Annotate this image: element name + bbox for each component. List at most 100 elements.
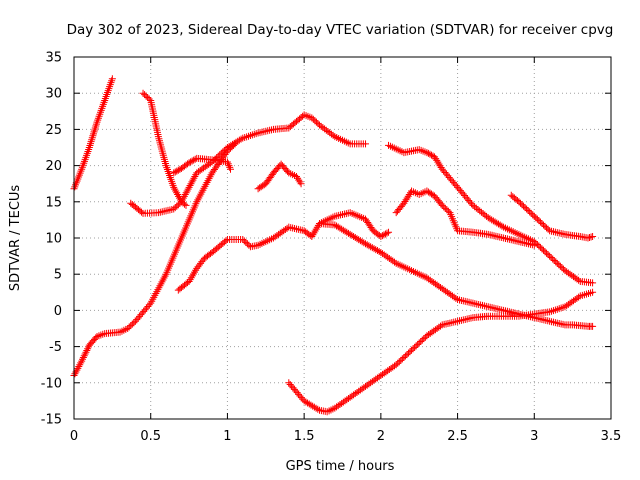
data-point-marker bbox=[433, 156, 441, 164]
data-point-marker bbox=[87, 138, 95, 146]
data-point-marker bbox=[246, 132, 254, 140]
data-point-marker bbox=[530, 212, 538, 220]
data-point-marker bbox=[394, 359, 402, 367]
data-point-marker bbox=[222, 237, 230, 245]
data-point-marker bbox=[224, 160, 232, 168]
data-point-marker bbox=[424, 149, 432, 157]
data-point-marker bbox=[91, 126, 99, 134]
data-point-marker bbox=[420, 335, 428, 343]
data-point-marker bbox=[589, 322, 597, 330]
data-point-marker bbox=[589, 233, 597, 241]
data-point-marker bbox=[518, 201, 526, 209]
data-point-marker bbox=[292, 172, 300, 180]
series-s6 bbox=[174, 209, 393, 294]
data-point-marker bbox=[403, 351, 411, 359]
data-point-marker bbox=[327, 406, 335, 414]
data-point-marker bbox=[550, 256, 558, 264]
data-point-marker bbox=[80, 352, 88, 360]
data-point-marker bbox=[139, 89, 147, 97]
data-point-marker bbox=[189, 176, 197, 184]
data-point-marker bbox=[108, 75, 116, 83]
data-point-marker bbox=[226, 163, 234, 171]
data-point-marker bbox=[427, 151, 435, 159]
data-point-marker bbox=[81, 350, 89, 358]
data-point-marker bbox=[559, 303, 567, 311]
data-point-marker bbox=[441, 204, 449, 212]
y-tick-label: 20 bbox=[45, 159, 62, 174]
y-axis-label: SDTVAR / TECUs bbox=[8, 185, 23, 292]
data-point-marker bbox=[188, 157, 196, 165]
data-point-marker bbox=[90, 128, 98, 136]
data-point-marker bbox=[220, 146, 228, 154]
data-point-marker bbox=[401, 352, 409, 360]
data-point-marker bbox=[552, 258, 560, 266]
y-tick-label: -15 bbox=[41, 413, 62, 428]
data-point-marker bbox=[170, 183, 178, 191]
data-point-marker bbox=[377, 233, 385, 241]
data-point-marker bbox=[297, 180, 305, 188]
series-s4 bbox=[127, 111, 370, 217]
data-point-marker bbox=[226, 165, 234, 173]
data-point-marker bbox=[79, 354, 87, 362]
data-point-marker bbox=[75, 363, 83, 371]
data-point-marker bbox=[171, 185, 179, 193]
data-point-marker bbox=[309, 115, 317, 123]
data-point-marker bbox=[438, 201, 446, 209]
data-point-marker bbox=[549, 307, 557, 315]
data-point-marker bbox=[240, 237, 248, 245]
data-point-marker bbox=[250, 130, 258, 138]
data-point-marker bbox=[245, 241, 253, 249]
data-point-marker bbox=[84, 345, 92, 353]
data-point-marker bbox=[173, 202, 181, 210]
x-tick-label: 2 bbox=[377, 429, 385, 444]
data-point-marker bbox=[533, 215, 541, 223]
data-point-marker bbox=[89, 132, 97, 140]
data-point-marker bbox=[187, 180, 195, 188]
x-tick-label: 0.5 bbox=[140, 429, 161, 444]
data-point-marker bbox=[173, 189, 181, 197]
data-point-marker bbox=[173, 167, 181, 175]
data-point-marker bbox=[443, 206, 451, 214]
data-point-marker bbox=[145, 95, 153, 103]
data-point-marker bbox=[182, 201, 190, 209]
data-point-marker bbox=[539, 246, 547, 254]
x-tick-label: 0 bbox=[70, 429, 78, 444]
data-point-marker bbox=[217, 149, 225, 157]
series-s11 bbox=[392, 187, 538, 249]
series-s10 bbox=[385, 141, 597, 287]
data-point-marker bbox=[397, 356, 405, 364]
data-point-marker bbox=[535, 242, 543, 250]
data-point-marker bbox=[142, 92, 150, 100]
data-point-marker bbox=[402, 196, 410, 204]
data-point-marker bbox=[71, 370, 79, 378]
y-tick-label: 0 bbox=[54, 304, 62, 319]
data-point-marker bbox=[172, 187, 180, 195]
data-point-marker bbox=[543, 249, 551, 257]
data-point-marker bbox=[411, 189, 419, 197]
data-point-marker bbox=[178, 196, 186, 204]
data-point-marker bbox=[532, 214, 540, 222]
data-point-marker bbox=[145, 301, 153, 309]
data-point-marker bbox=[452, 294, 460, 302]
data-point-marker bbox=[76, 361, 84, 369]
data-point-marker bbox=[575, 276, 583, 284]
data-point-marker bbox=[295, 176, 303, 184]
data-point-marker bbox=[521, 204, 529, 212]
data-point-marker bbox=[83, 346, 91, 354]
data-point-marker bbox=[362, 140, 370, 148]
data-point-marker bbox=[529, 211, 537, 219]
data-point-marker bbox=[124, 325, 132, 332]
data-point-marker bbox=[404, 192, 412, 200]
data-point-marker bbox=[141, 91, 149, 99]
data-point-marker bbox=[88, 136, 96, 144]
data-point-marker bbox=[423, 149, 431, 157]
series-s8 bbox=[315, 220, 597, 330]
data-point-marker bbox=[498, 222, 506, 230]
data-point-marker bbox=[378, 232, 386, 240]
data-layer bbox=[70, 75, 597, 416]
data-point-marker bbox=[252, 130, 260, 138]
data-point-marker bbox=[526, 208, 534, 216]
data-point-marker bbox=[190, 174, 198, 182]
data-point-marker bbox=[289, 171, 297, 179]
